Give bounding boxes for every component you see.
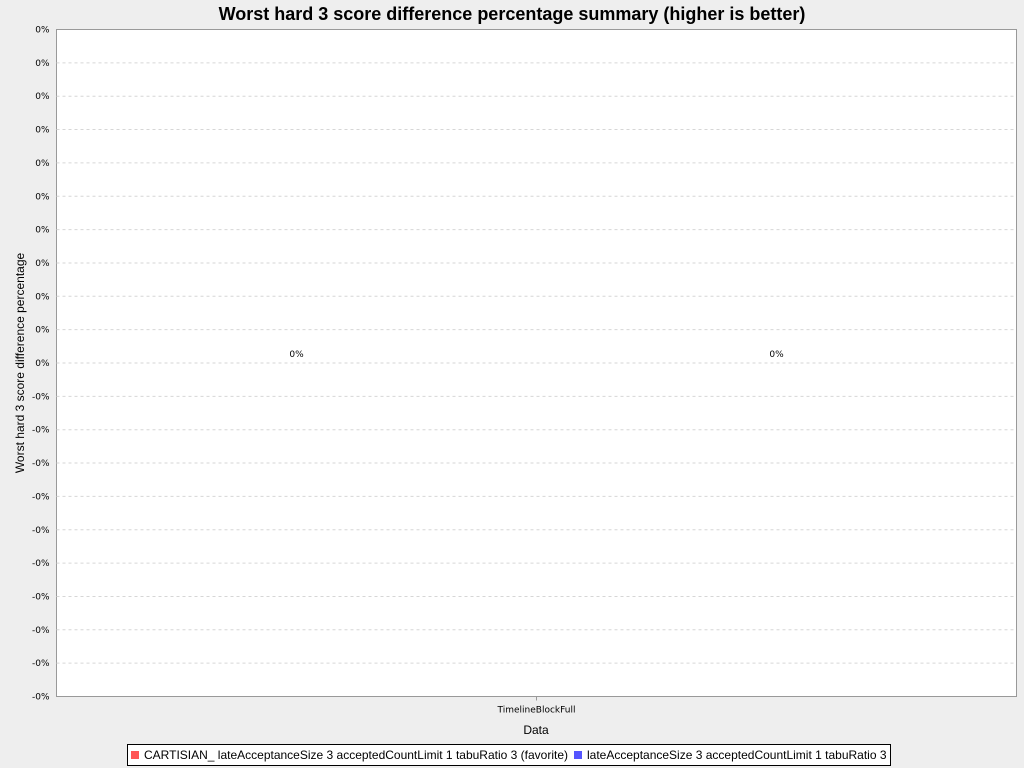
bar-value-label: 0% (289, 350, 304, 360)
y-tick-label: -0% (32, 559, 50, 569)
y-tick-label: -0% (32, 492, 50, 502)
legend-item-series-2: lateAcceptanceSize 3 acceptedCountLimit … (574, 748, 887, 762)
legend-swatch-blue (574, 751, 582, 759)
y-tick-label: -0% (32, 426, 50, 436)
y-tick-label: -0% (32, 392, 50, 402)
y-tick-label: 0% (35, 59, 50, 69)
y-tick-label: 0% (35, 92, 50, 102)
y-tick-label: 0% (35, 326, 50, 336)
y-axis-ticks: 0% 0% 0% 0% 0% 0% 0% 0% 0% 0% 0% -0% -0% -0% -0% -0% -0%… (32, 26, 50, 703)
legend-item-series-1: CARTISIAN_ lateAcceptanceSize 3 accepted… (131, 748, 568, 762)
y-tick-label: -0% (32, 626, 50, 636)
legend-label: lateAcceptanceSize 3 acceptedCountLimit … (587, 748, 887, 762)
y-tick-label: 0% (35, 192, 50, 202)
y-tick-label: 0% (35, 226, 50, 236)
y-tick-label: 0% (35, 259, 50, 269)
y-tick-label: 0% (35, 292, 50, 302)
legend-swatch-red (131, 751, 139, 759)
y-axis-label: Worst hard 3 score difference percentage (13, 253, 27, 474)
y-tick-label: 0% (35, 26, 50, 36)
legend-label: CARTISIAN_ lateAcceptanceSize 3 accepted… (144, 748, 568, 762)
chart-title: Worst hard 3 score difference percentage… (219, 4, 806, 24)
y-tick-label: -0% (32, 659, 50, 669)
bar-value-label: 0% (769, 350, 784, 360)
gridlines (56, 62, 1017, 664)
bars: 0% 0% (289, 350, 784, 360)
y-tick-label: 0% (35, 126, 50, 136)
y-tick-label: 0% (35, 159, 50, 169)
y-tick-label: -0% (32, 693, 50, 703)
x-tick-label: TimelineBlockFull (497, 706, 576, 716)
y-tick-label: 0% (35, 359, 50, 369)
x-axis-label: Data (523, 723, 549, 737)
y-tick-label: -0% (32, 459, 50, 469)
legend: CARTISIAN_ lateAcceptanceSize 3 accepted… (127, 744, 891, 766)
y-tick-label: -0% (32, 526, 50, 536)
y-tick-label: -0% (32, 592, 50, 602)
x-axis-ticks: TimelineBlockFull (497, 696, 576, 716)
